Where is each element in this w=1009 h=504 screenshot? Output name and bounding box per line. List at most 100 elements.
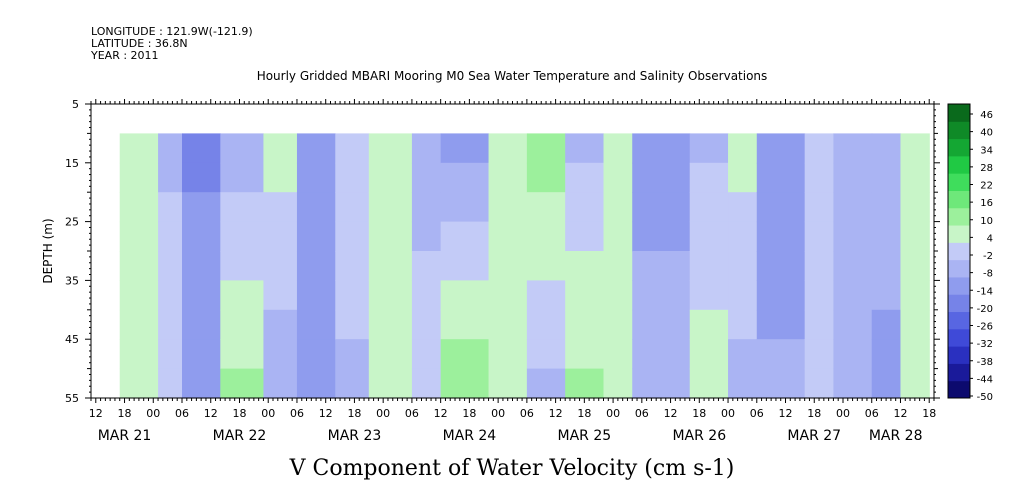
heatmap-cell [804, 251, 835, 281]
heatmap-column [119, 133, 159, 399]
x-date-label: MAR 23 [328, 428, 382, 444]
heatmap-cell [296, 162, 336, 193]
heatmap-cell [158, 133, 183, 164]
heatmap-cell [728, 309, 758, 340]
heatmap-cell [871, 280, 902, 311]
heatmap-cell [296, 192, 336, 223]
heatmap-cell [182, 309, 221, 340]
colorbar-swatch [948, 121, 970, 140]
y-tick-label: 15 [65, 157, 79, 170]
x-date-label: MAR 25 [558, 428, 612, 444]
heatmap-column [871, 133, 902, 399]
heatmap-cell [689, 280, 729, 311]
colorbar-swatch [948, 259, 970, 278]
heatmap-cell [368, 339, 413, 370]
x-date-label: MAR 22 [213, 428, 267, 444]
heatmap-cell [440, 368, 490, 399]
heatmap-cell [335, 339, 370, 370]
heatmap-cell [296, 280, 336, 311]
heatmap-column [263, 133, 298, 399]
heatmap-cell [119, 192, 159, 223]
heatmap-cell [263, 280, 298, 311]
heatmap-cell [565, 339, 605, 370]
heatmap-cell [833, 339, 873, 370]
heatmap-cell [296, 251, 336, 281]
heatmap-cell [488, 280, 528, 311]
heatmap-cell [756, 368, 806, 399]
x-hour-label: 18 [807, 407, 821, 420]
heatmap-cell [263, 309, 298, 340]
heatmap-cell [220, 192, 265, 223]
heatmap-cell [871, 133, 902, 164]
heatmap-cell [488, 221, 528, 252]
heatmap-cell [119, 133, 159, 164]
heatmap-cell [804, 280, 835, 311]
heatmap-cell [263, 133, 298, 164]
colorbar-swatch [948, 242, 970, 261]
y-tick-label: 5 [72, 98, 79, 111]
x-hour-label: 00 [836, 407, 850, 420]
heatmap-cell [833, 133, 873, 164]
colorbar-frame [947, 103, 971, 399]
heatmap-cell [488, 339, 528, 370]
heatmap-cell [689, 339, 729, 370]
heatmap-cell [689, 192, 729, 223]
heatmap-cell [411, 280, 442, 311]
heatmap-cell [632, 192, 691, 223]
heatmap-cell [411, 192, 442, 223]
heatmap-cell [603, 280, 633, 311]
heatmap-cell [263, 368, 298, 399]
x-hour-label: 12 [779, 407, 793, 420]
x-date-label: MAR 21 [98, 428, 152, 444]
heatmap-column [440, 133, 490, 399]
heatmap-cell [565, 309, 605, 340]
heatmap-cell [368, 368, 413, 399]
x-hour-label: 06 [175, 407, 189, 420]
x-hour-label: 12 [549, 407, 563, 420]
heatmap-cell [871, 339, 902, 370]
heatmap-cell [411, 221, 442, 252]
heatmap-cell [526, 192, 566, 223]
colorbar-swatch [948, 346, 970, 364]
heatmap-cell [263, 192, 298, 223]
longitude-label: LONGITUDE : 121.9W(-121.9) [91, 25, 253, 38]
heatmap-cell [871, 309, 902, 340]
colorbar-swatch [948, 294, 970, 313]
heatmap-cell [632, 368, 691, 399]
colorbar-label: -26 [977, 322, 993, 333]
y-tick-label: 45 [65, 333, 79, 346]
heatmap-cell [488, 133, 528, 164]
heatmap-cell [756, 309, 806, 340]
colorbar-swatch [948, 207, 970, 226]
heatmap-cell [871, 192, 902, 223]
x-axis-date-labels: MAR 21 MAR 22 MAR 23 MAR 24 MAR 25 MAR 26 MAR … [98, 428, 923, 444]
heatmap-cell [603, 309, 633, 340]
x-hour-label: 06 [865, 407, 879, 420]
heatmap-column [158, 133, 183, 399]
heatmap-cell [804, 192, 835, 223]
heatmap-cell [411, 339, 442, 370]
x-hour-label: 00 [606, 407, 620, 420]
heatmap-cell [368, 133, 413, 164]
heatmap-cell [900, 162, 930, 193]
heatmap-cell [804, 368, 835, 399]
y-tick-label: 35 [65, 274, 79, 287]
heatmap-cell [526, 133, 566, 164]
heatmap-cell [728, 280, 758, 311]
heatmap-cell [756, 251, 806, 281]
x-hour-label: 06 [635, 407, 649, 420]
heatmap-cell [440, 309, 490, 340]
heatmap-cell [296, 221, 336, 252]
heatmap-cell [440, 192, 490, 223]
x-date-label: MAR 26 [672, 428, 726, 444]
heatmap-cell [565, 280, 605, 311]
heatmap-cell [440, 339, 490, 370]
colorbar-label: -38 [977, 357, 993, 368]
heatmap-cell [220, 309, 265, 340]
heatmap-cell [900, 309, 930, 340]
heatmap-cell [804, 162, 835, 193]
heatmap-cell [565, 251, 605, 281]
heatmap-cell [119, 162, 159, 193]
heatmap-cell [833, 280, 873, 311]
